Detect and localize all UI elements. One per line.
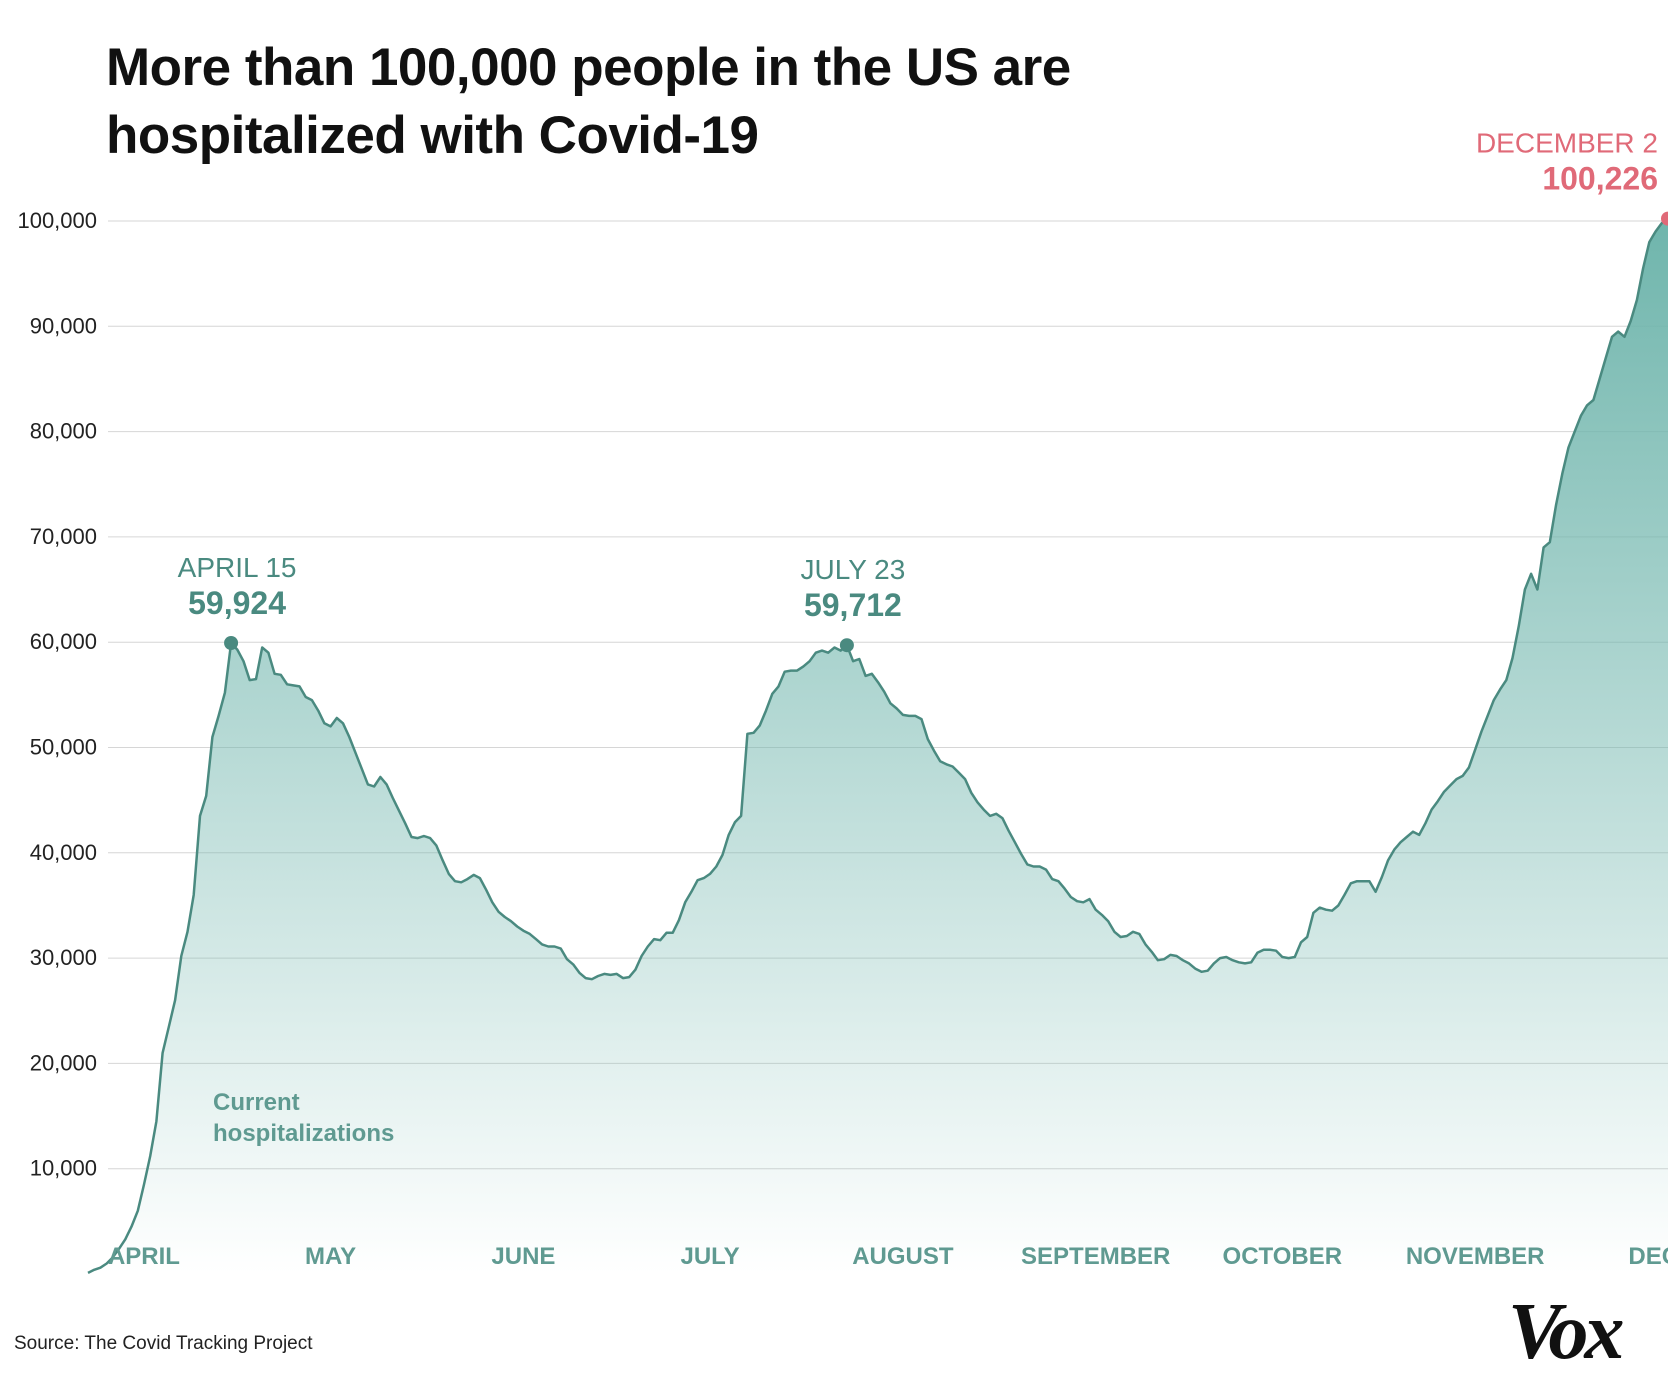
series-label: Current hospitalizations [213, 1089, 394, 1147]
x-month-label: AUGUST [852, 1243, 954, 1270]
x-month-label: JULY [680, 1243, 739, 1270]
chart-title: More than 100,000 people in the US are h… [106, 34, 1406, 170]
y-tick-label: 40,000 [30, 840, 97, 865]
y-tick-label: 80,000 [30, 419, 97, 444]
annotation-value-label: 100,226 [1542, 161, 1658, 197]
source-note: Source: The Covid Tracking Project [14, 1333, 313, 1354]
y-tick-label: 10,000 [30, 1156, 97, 1181]
y-tick-label: 70,000 [30, 524, 97, 549]
x-axis-month-labels: APRIL MAY JUNE JULY AUGUST SEPTEMBER OCTOBER NO… [108, 1243, 1668, 1270]
chart-title-line-1: More than 100,000 people in the US are [106, 38, 1071, 97]
annotation-value-label: 59,712 [804, 587, 902, 623]
series-line [87, 217, 1668, 1275]
y-tick-label: 60,000 [30, 629, 97, 654]
annotation-date-label: DECEMBER 2 [1476, 128, 1658, 159]
y-tick-label: 20,000 [30, 1050, 97, 1075]
y-axis-ticks: 10,000 20,000 30,000 40,000 50,000 60,000 70,0… [17, 208, 97, 1181]
annotation-dot [839, 638, 854, 653]
annotation-dot [1661, 211, 1668, 226]
x-month-label: JUNE [491, 1243, 555, 1270]
annotation-date-label: JULY 23 [800, 554, 905, 585]
series-label-text: hospitalizations [213, 1120, 394, 1147]
x-month-label: MAY [305, 1243, 356, 1270]
x-month-label: OCTOBER [1223, 1243, 1343, 1270]
vox-logo: Vox [1508, 1288, 1624, 1376]
annotation-date-label: APRIL 15 [178, 552, 297, 583]
x-month-label: DECE [1628, 1243, 1668, 1270]
area-series [87, 217, 1668, 1275]
series-area-fill [88, 218, 1668, 1275]
series-label-text: Current [213, 1089, 300, 1116]
y-tick-label: 50,000 [30, 735, 97, 760]
annotation-value-label: 59,924 [188, 585, 286, 621]
y-tick-label: 90,000 [30, 313, 97, 338]
x-month-label: NOVEMBER [1406, 1243, 1545, 1270]
x-month-label: APRIL [108, 1243, 180, 1270]
y-tick-label: 100,000 [17, 208, 97, 233]
annotation-dot [224, 636, 239, 651]
x-month-label: SEPTEMBER [1021, 1243, 1170, 1270]
chart-title-line-2: hospitalized with Covid-19 [106, 106, 759, 165]
y-tick-label: 30,000 [30, 945, 97, 970]
